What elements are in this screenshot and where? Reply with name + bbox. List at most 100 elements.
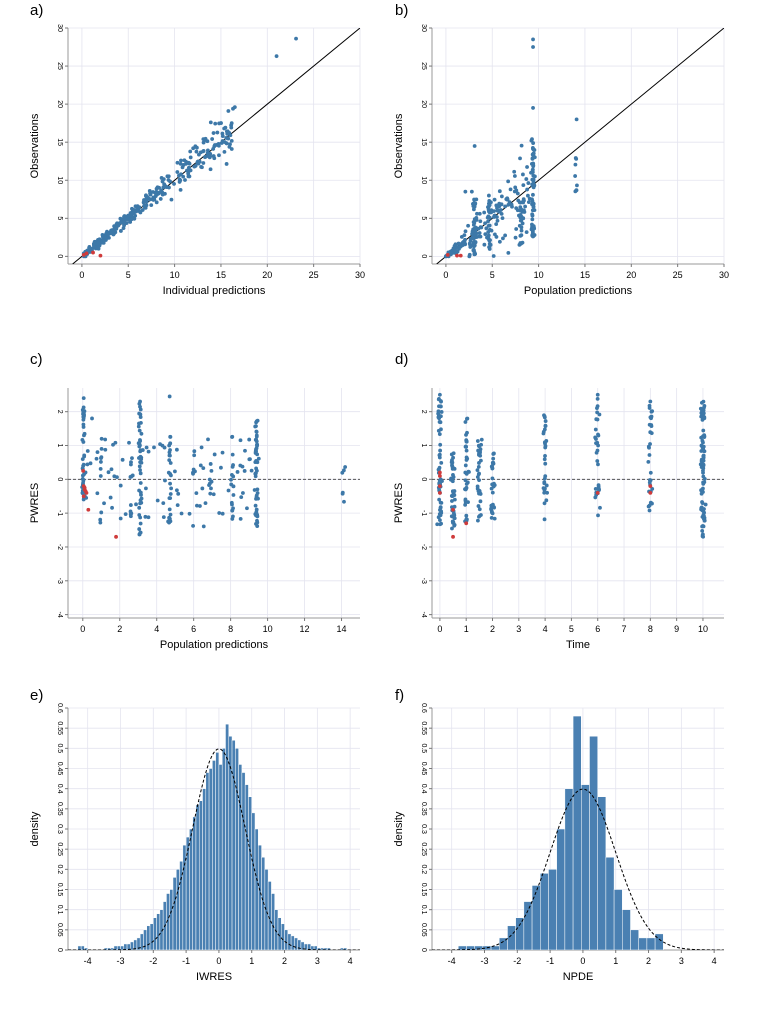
data-point <box>191 467 196 472</box>
data-point <box>138 439 143 443</box>
data-point <box>230 435 234 439</box>
x-tick-label: -1 <box>546 956 554 966</box>
y-tick-label: 20 <box>420 100 427 108</box>
data-point <box>177 177 182 182</box>
data-point <box>197 152 201 157</box>
histogram-bar <box>241 772 246 950</box>
data-point <box>138 210 143 215</box>
x-tick-label: 3 <box>679 956 684 966</box>
data-point <box>477 231 482 235</box>
data-point <box>525 165 529 169</box>
data-point <box>438 505 443 510</box>
data-point <box>541 431 546 436</box>
data-point <box>476 443 481 448</box>
data-point <box>542 481 547 486</box>
data-point <box>595 406 599 411</box>
data-point <box>98 474 103 478</box>
y-tick-label: 5 <box>56 216 63 220</box>
data-point <box>151 190 155 194</box>
histogram-bar <box>507 925 516 950</box>
data-point <box>192 449 197 454</box>
data-point <box>573 189 578 194</box>
data-point <box>451 520 455 525</box>
data-point <box>514 227 519 231</box>
data-point <box>543 444 548 448</box>
data-point <box>464 513 469 518</box>
y-tick-label: 1 <box>56 444 63 448</box>
x-tick-label: 5 <box>126 270 131 280</box>
data-point <box>465 430 469 435</box>
data-point <box>217 121 221 126</box>
data-point <box>491 452 496 456</box>
data-point <box>138 490 143 495</box>
data-point <box>476 448 481 453</box>
data-point <box>186 160 191 165</box>
data-point <box>544 483 549 488</box>
data-point <box>205 139 210 144</box>
data-point <box>254 512 259 517</box>
data-point <box>90 247 94 252</box>
plot-area <box>432 715 724 950</box>
x-tick-label: 5 <box>569 624 574 634</box>
data-point <box>531 106 535 110</box>
data-point <box>99 455 104 460</box>
censored-point <box>458 253 463 258</box>
histogram-bar <box>523 901 533 950</box>
data-point <box>489 228 494 233</box>
histogram-bar <box>84 947 88 950</box>
data-point <box>129 511 134 516</box>
grid <box>68 27 361 264</box>
histogram-bar <box>195 804 200 950</box>
x-tick-label: 2 <box>490 624 495 634</box>
data-point <box>224 162 229 166</box>
x-tick-label: 10 <box>263 624 273 634</box>
histogram-bar <box>294 937 298 950</box>
data-point <box>450 460 455 465</box>
data-point <box>437 455 442 460</box>
data-point <box>198 463 203 468</box>
x-tick-label: 8 <box>228 624 233 634</box>
data-point <box>466 500 470 505</box>
data-point <box>82 453 87 458</box>
data-point <box>242 469 247 473</box>
data-point <box>452 504 457 509</box>
data-point <box>162 184 167 189</box>
data-point <box>181 174 186 179</box>
grid <box>432 27 725 264</box>
data-point <box>594 417 599 422</box>
data-point <box>90 416 94 421</box>
data-point <box>155 192 160 197</box>
data-point <box>463 237 467 242</box>
data-point <box>92 244 97 249</box>
histogram-bar <box>113 945 118 950</box>
data-point <box>483 221 487 226</box>
data-point <box>128 220 133 224</box>
data-point <box>466 469 471 474</box>
data-point <box>542 427 547 432</box>
histogram-bar <box>235 748 239 950</box>
censored-point <box>437 470 442 475</box>
y-tick-label: 2 <box>420 410 427 414</box>
data-point <box>147 197 152 202</box>
data-point <box>526 181 531 185</box>
data-point <box>700 408 704 413</box>
y-tick-label: 25 <box>56 62 63 70</box>
data-point <box>490 476 495 481</box>
data-point <box>201 524 206 529</box>
data-point <box>477 490 482 495</box>
data-point <box>530 213 535 218</box>
data-point <box>138 515 143 520</box>
data-point <box>701 481 706 486</box>
histogram-bar <box>189 828 193 950</box>
data-point <box>475 484 480 489</box>
y-tick-label: 30 <box>56 24 63 32</box>
data-point <box>143 205 147 210</box>
data-point <box>136 424 141 429</box>
data-point <box>474 225 478 230</box>
data-point <box>595 459 600 463</box>
chart-panel-f: -4 -3 -2 -1 0 1 2 3 4 0 0.05 0.1 0.15 0.2 0.25 0.3 0.35 0… <box>393 687 724 983</box>
data-point <box>471 220 476 224</box>
histogram-bar <box>149 923 154 950</box>
data-point <box>254 434 259 439</box>
y-tick-label: 25 <box>420 62 427 70</box>
